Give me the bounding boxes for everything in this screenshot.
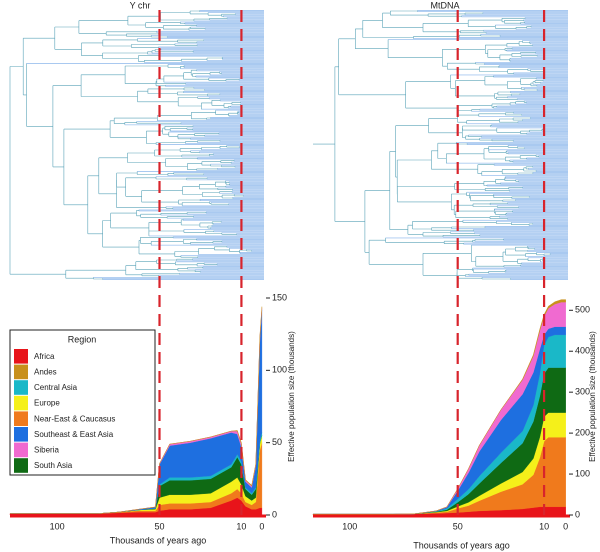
legend-swatch (14, 458, 28, 473)
legend-swatch (14, 364, 28, 380)
x-tick-label: 100 (50, 521, 65, 531)
x-axis-label: Thousands of years ago (413, 540, 510, 550)
tree-branches (313, 10, 551, 280)
legend-label: Southeast & East Asia (34, 430, 114, 439)
y-axis-label: Effective population size (thousands) (287, 331, 296, 462)
legend-label: Africa (34, 352, 55, 361)
legend-swatch (14, 411, 28, 426)
x-tick-label: 0 (563, 521, 568, 531)
x-tick-label: 0 (259, 521, 264, 531)
x-tick-label: 10 (539, 521, 549, 531)
legend-swatch (14, 380, 28, 395)
x-tick-label: 10 (236, 521, 246, 531)
legend-label: Siberia (34, 446, 59, 455)
y-tick-label: 500 (575, 305, 590, 315)
tree-tips (26, 10, 264, 280)
tree-branches (9, 10, 252, 280)
legend-label: Andes (34, 368, 57, 377)
x-tick-label: 100 (342, 521, 357, 531)
y-tick-label: 0 (575, 509, 580, 519)
x-tick-label: 50 (154, 521, 164, 531)
tree-tips (385, 10, 568, 280)
legend-swatch (14, 427, 28, 442)
y-tick-label: 300 (575, 387, 590, 397)
legend-swatch (14, 442, 28, 458)
y-axis-label: Effective population size (thousands) (588, 331, 597, 462)
y-tick-label: 50 (272, 437, 282, 447)
legend-box (9, 329, 156, 476)
legend-title: Region (68, 334, 97, 344)
x-axis-label: Thousands of years ago (110, 535, 207, 545)
y-tick-label: 400 (575, 346, 590, 356)
x-tick-label: 50 (453, 521, 463, 531)
legend-label: Europe (34, 399, 60, 408)
area (10, 306, 263, 514)
legend-label: Central Asia (34, 383, 78, 392)
legend-label: South Asia (34, 461, 73, 470)
legend-label: Near-East & Caucasus (34, 414, 115, 423)
area (313, 299, 566, 515)
legend-swatch (14, 395, 28, 411)
y-tick-label: 100 (575, 468, 590, 478)
legend-swatch (14, 349, 28, 364)
legend: Region Africa Andes Central Asia Europe Near-… (9, 329, 156, 476)
y-tick-label: 150 (272, 292, 287, 302)
chart-title: Y chr (130, 0, 151, 10)
chart-title: MtDNA (431, 0, 460, 10)
y-tick-label: 0 (272, 509, 277, 519)
y-tick-label: 100 (272, 365, 287, 375)
y-tick-label: 200 (575, 427, 590, 437)
